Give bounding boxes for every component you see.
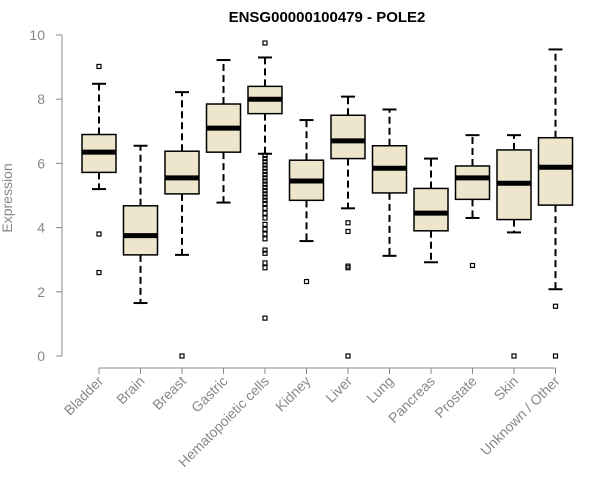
box-group	[371, 108, 408, 257]
outlier-point	[345, 228, 351, 235]
box	[330, 114, 366, 160]
outlier-point	[96, 269, 102, 276]
boxes	[81, 40, 574, 359]
box-group	[247, 40, 283, 321]
outlier-point	[262, 184, 268, 191]
box-group	[164, 91, 200, 359]
outlier-point	[262, 205, 268, 211]
outlier-point	[345, 265, 351, 271]
y-tick-label: 6	[37, 155, 45, 171]
box-group	[496, 134, 532, 359]
y-tick-label: 0	[37, 348, 45, 364]
outlier-point	[552, 353, 559, 359]
outlier-point	[96, 231, 102, 237]
box	[537, 136, 574, 206]
outlier-point	[262, 178, 268, 184]
box-group	[413, 157, 449, 264]
outlier-point	[262, 221, 268, 227]
y-tick-label: 2	[37, 284, 45, 300]
outlier-point	[345, 220, 351, 226]
x-tick-label: Breast	[149, 373, 189, 413]
outlier-point	[511, 353, 517, 359]
outlier-point	[262, 260, 268, 266]
outlier-point	[262, 200, 268, 207]
x-tick-label: Kidney	[272, 373, 314, 415]
box-group	[454, 134, 491, 269]
box-group	[122, 144, 159, 305]
outlier-point	[262, 231, 268, 237]
outlier-point	[262, 247, 268, 253]
outlier-point	[469, 262, 476, 269]
outlier-point	[262, 165, 268, 171]
outlier-point	[262, 175, 268, 181]
x-tick-label: Skin	[491, 373, 522, 404]
x-tick-label: Prostate	[431, 373, 479, 421]
outlier-point	[262, 159, 268, 165]
outlier-point	[262, 226, 268, 232]
outlier-point	[262, 236, 268, 242]
outlier-point	[96, 63, 102, 70]
x-tick-label: Liver	[322, 373, 355, 406]
outlier-point	[262, 168, 268, 175]
outlier-point	[303, 278, 310, 285]
box	[122, 205, 159, 256]
y-axis-title: Expression	[0, 163, 15, 232]
outlier-point	[262, 215, 268, 221]
x-tick-label: Unknown / Other	[477, 373, 563, 459]
outlier-point	[262, 191, 268, 197]
box-group	[330, 95, 366, 359]
x-tick-label: Lung	[363, 373, 396, 406]
outlier-point	[179, 353, 185, 359]
outlier-point	[262, 181, 268, 187]
y-tick-label: 10	[29, 27, 45, 43]
box	[454, 165, 491, 201]
x-tick-label: Bladder	[61, 373, 107, 419]
x-tick-label: Brain	[113, 373, 147, 407]
outlier-point	[262, 162, 268, 168]
box-group	[537, 48, 574, 359]
outlier-point	[262, 210, 268, 216]
outlier-point	[262, 315, 268, 321]
chart-title: ENSG00000100479 - POLE2	[229, 9, 426, 26]
box	[164, 150, 200, 195]
outlier-point	[345, 353, 351, 359]
y-tick-label: 4	[37, 220, 45, 236]
outlier-point	[262, 265, 268, 271]
outlier-point	[262, 250, 268, 256]
box-group	[288, 119, 325, 285]
outlier-point	[262, 194, 268, 200]
outlier-point	[552, 303, 559, 309]
box-group	[205, 59, 242, 204]
outlier-point	[262, 172, 268, 178]
axes: 0 2 4 6 8 10	[29, 27, 556, 374]
outlier-point	[262, 188, 268, 194]
y-tick-label: 8	[37, 91, 45, 107]
outlier-point	[262, 40, 268, 46]
box-group	[81, 63, 117, 276]
outlier-point	[262, 197, 268, 203]
outlier-point	[262, 155, 268, 162]
box	[413, 187, 449, 232]
outlier-point	[262, 152, 268, 158]
